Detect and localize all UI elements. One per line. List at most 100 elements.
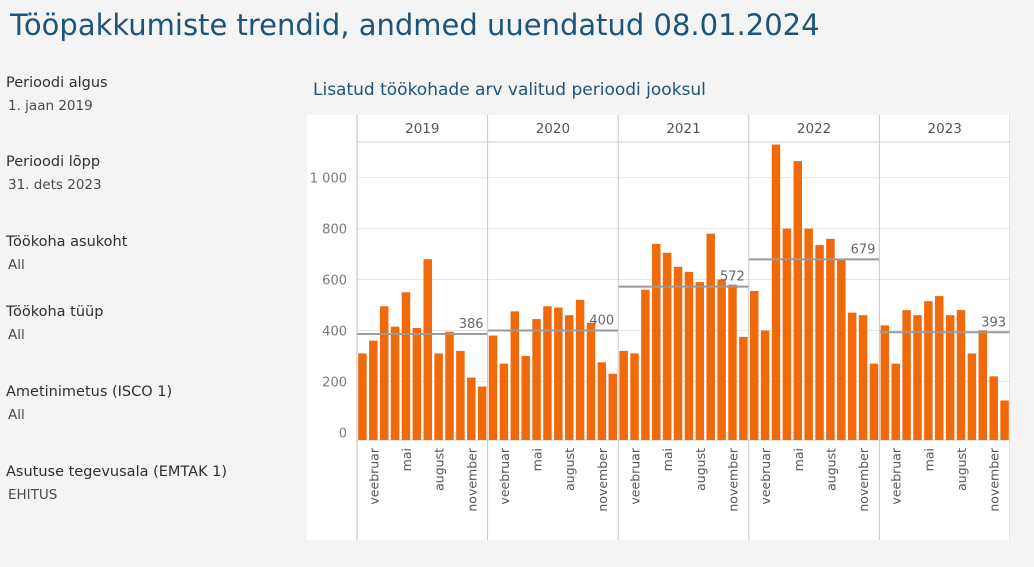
average-label: 393 — [981, 315, 1006, 330]
average-label: 400 — [589, 313, 614, 328]
x-tick-label: mai — [921, 448, 936, 471]
y-tick-label: 800 — [322, 223, 347, 238]
bar[interactable] — [902, 310, 911, 440]
y-tick-label: 0 — [339, 426, 347, 441]
bar[interactable] — [847, 312, 857, 440]
bar[interactable] — [956, 310, 966, 440]
bar[interactable] — [499, 363, 509, 440]
bar[interactable] — [695, 282, 705, 440]
bar[interactable] — [782, 228, 792, 440]
bar[interactable] — [521, 355, 530, 440]
x-tick-label: veebruar — [628, 447, 643, 504]
bar[interactable] — [826, 238, 835, 440]
average-label: 572 — [720, 270, 745, 285]
bar[interactable] — [412, 327, 422, 440]
filter-label: Ametinimetus (ISCO 1) — [6, 384, 173, 400]
x-tick-label: november — [725, 447, 740, 511]
bar[interactable] — [379, 306, 389, 440]
x-tick-label: august — [693, 448, 708, 491]
x-tick-label: mai — [660, 448, 675, 471]
bar[interactable] — [793, 161, 803, 440]
bar[interactable] — [358, 353, 367, 440]
bar[interactable] — [869, 363, 879, 440]
y-tick-label: 600 — [322, 274, 347, 289]
filter-value-location[interactable]: All — [8, 257, 25, 273]
bar[interactable] — [967, 353, 977, 440]
bar[interactable] — [369, 340, 378, 440]
filter-industry: Asutuse tegevusala (EMTAK 1) EHITUS — [6, 464, 296, 503]
bar-chart: 0 200 400 600 800 1 000 2019 386 veebruar mai augu… — [310, 115, 1010, 540]
bar[interactable] — [804, 228, 813, 440]
bar[interactable] — [913, 315, 922, 440]
bar[interactable] — [434, 353, 443, 440]
bar[interactable] — [554, 307, 563, 440]
bar[interactable] — [684, 271, 694, 440]
chart-container: 0 200 400 600 800 1 000 2019 386 veebruar mai augu… — [307, 115, 1010, 540]
bar[interactable] — [673, 266, 683, 440]
bar[interactable] — [597, 362, 607, 440]
bar[interactable] — [423, 259, 432, 440]
bar[interactable] — [945, 315, 955, 440]
bar[interactable] — [1000, 400, 1009, 440]
bar[interactable] — [858, 315, 868, 440]
filter-period-start: Perioodi algus 1. jaan 2019 — [6, 75, 296, 114]
bar[interactable] — [401, 292, 411, 440]
x-tick-label: veebruar — [366, 447, 381, 504]
bar[interactable] — [467, 377, 476, 440]
filter-value-occupation[interactable]: All — [8, 407, 25, 423]
filter-label: Perioodi lõpp — [6, 154, 101, 170]
x-tick-label: august — [562, 448, 577, 491]
bar[interactable] — [488, 335, 498, 440]
average-label: 679 — [851, 242, 876, 257]
bar[interactable] — [641, 289, 650, 440]
bar[interactable] — [978, 330, 988, 440]
bar[interactable] — [510, 311, 520, 440]
panel-year-label: 2019 — [405, 121, 439, 137]
bar[interactable] — [564, 315, 574, 440]
bar[interactable] — [586, 322, 596, 440]
bar[interactable] — [390, 326, 400, 440]
panel-year-label: 2020 — [536, 121, 570, 137]
page-title: Tööpakkumiste trendid, andmed uuendatud … — [10, 8, 820, 42]
filter-value-period-start[interactable]: 1. jaan 2019 — [8, 98, 93, 114]
filter-job-type: Töökoha tüüp All — [6, 304, 296, 343]
bar[interactable] — [717, 279, 726, 440]
bar[interactable] — [445, 331, 454, 440]
bar[interactable] — [477, 386, 487, 440]
bar[interactable] — [543, 306, 552, 440]
filter-occupation: Ametinimetus (ISCO 1) All — [6, 384, 296, 423]
bar[interactable] — [815, 245, 824, 440]
bar[interactable] — [619, 350, 628, 440]
x-tick-label: veebruar — [889, 447, 904, 504]
bar[interactable] — [575, 299, 585, 440]
bar[interactable] — [760, 330, 770, 440]
filter-value-period-end[interactable]: 31. dets 2023 — [8, 177, 102, 193]
bar[interactable] — [456, 350, 465, 440]
bar[interactable] — [891, 363, 900, 440]
panel-year-label: 2021 — [666, 121, 700, 137]
bar[interactable] — [630, 353, 639, 440]
bar[interactable] — [662, 252, 672, 440]
filter-value-job-type[interactable]: All — [8, 327, 25, 343]
y-tick-label: 1 000 — [310, 172, 347, 187]
bar[interactable] — [739, 336, 748, 440]
bar[interactable] — [652, 243, 661, 440]
bar[interactable] — [608, 373, 617, 440]
filter-value-industry[interactable]: EHITUS — [8, 487, 58, 503]
bar[interactable] — [935, 296, 944, 440]
bar[interactable] — [532, 319, 541, 440]
bar[interactable] — [771, 144, 781, 441]
x-tick-label: mai — [791, 448, 806, 471]
bar[interactable] — [880, 325, 890, 440]
x-tick-label: mai — [530, 448, 545, 471]
filter-label: Perioodi algus — [6, 75, 108, 91]
bar[interactable] — [706, 233, 715, 440]
bar[interactable] — [924, 301, 933, 440]
panel-year-label: 2023 — [928, 121, 962, 137]
average-label: 386 — [459, 317, 484, 332]
bar[interactable] — [750, 291, 759, 440]
filter-label: Töökoha asukoht — [6, 234, 128, 250]
bar[interactable] — [728, 284, 737, 440]
bar[interactable] — [989, 376, 998, 440]
bar[interactable] — [837, 259, 846, 440]
